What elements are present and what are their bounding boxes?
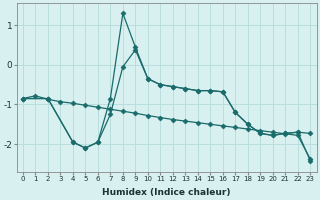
X-axis label: Humidex (Indice chaleur): Humidex (Indice chaleur) bbox=[102, 188, 231, 197]
